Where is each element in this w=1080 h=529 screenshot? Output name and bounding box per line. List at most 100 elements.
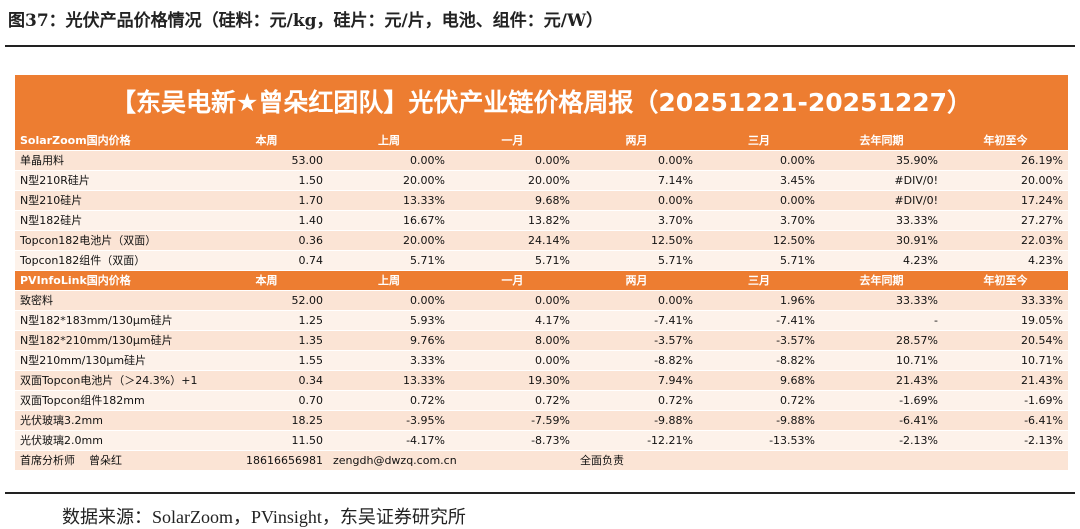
header-cell: 年初至今 xyxy=(943,271,1068,291)
table-cell: #DIV/0! xyxy=(820,191,943,211)
table-cell: -7.41% xyxy=(575,311,698,331)
footer-cell: 全面负责 xyxy=(575,451,818,471)
table-cell: 33.33% xyxy=(820,291,943,311)
table-cell: 27.27% xyxy=(943,211,1068,231)
footer-cell: 首席分析师 曾朵红 xyxy=(15,451,205,471)
table-cell: 18.25 xyxy=(205,411,328,431)
header-cell: 三月 xyxy=(698,271,820,291)
header-cell: 本周 xyxy=(205,271,328,291)
table-cell: 0.34 xyxy=(205,371,328,391)
table-cell: 4.23% xyxy=(943,251,1068,271)
header-cell: 两月 xyxy=(575,271,698,291)
table-cell: 0.72% xyxy=(698,391,820,411)
table-cell: 0.74 xyxy=(205,251,328,271)
table-cell: 20.00% xyxy=(943,171,1068,191)
table-cell: 13.82% xyxy=(450,211,575,231)
table-cell: 21.43% xyxy=(820,371,943,391)
table-cell: 13.33% xyxy=(328,371,450,391)
header-cell: 去年同期 xyxy=(820,131,943,151)
table-cell: 5.93% xyxy=(328,311,450,331)
table-cell: - xyxy=(820,311,943,331)
table-cell: 16.67% xyxy=(328,211,450,231)
table-cell: 5.71% xyxy=(575,251,698,271)
rule xyxy=(5,492,1075,494)
table-cell: -3.57% xyxy=(575,331,698,351)
table-cell: -4.17% xyxy=(328,431,450,451)
table-cell: 1.70 xyxy=(205,191,328,211)
table-cell: 0.72% xyxy=(328,391,450,411)
table-cell: 12.50% xyxy=(575,231,698,251)
rule xyxy=(5,45,1075,47)
table-cell: 33.33% xyxy=(820,211,943,231)
table-cell: 0.72% xyxy=(450,391,575,411)
table-cell: 5.71% xyxy=(698,251,820,271)
table-cell: 5.71% xyxy=(450,251,575,271)
header-cell: 一月 xyxy=(450,131,575,151)
table-cell: 11.50 xyxy=(205,431,328,451)
table-cell: 3.33% xyxy=(328,351,450,371)
table-cell: 单晶用料 xyxy=(15,151,205,171)
table-cell: 光伏玻璃3.2mm xyxy=(15,411,205,431)
table-cell: 1.40 xyxy=(205,211,328,231)
table-cell: -2.13% xyxy=(943,431,1068,451)
table-cell: -9.88% xyxy=(575,411,698,431)
table-cell: -2.13% xyxy=(820,431,943,451)
table-cell: -13.53% xyxy=(698,431,820,451)
table-cell: 13.33% xyxy=(328,191,450,211)
table-cell: N型210R硅片 xyxy=(15,171,205,191)
table-cell: -7.41% xyxy=(698,311,820,331)
table-cell: 35.90% xyxy=(820,151,943,171)
table-cell: -1.69% xyxy=(820,391,943,411)
table-cell: 0.00% xyxy=(575,191,698,211)
table-cell: 双面Topcon组件182mm xyxy=(15,391,205,411)
table-cell: 20.00% xyxy=(328,171,450,191)
header-cell: 两月 xyxy=(575,131,698,151)
table-cell: 0.70 xyxy=(205,391,328,411)
source: 数据来源：SolarZoom，PVinsight，东吴证券研究所 xyxy=(62,507,466,527)
header-cell: 本周 xyxy=(205,131,328,151)
header-cell: 去年同期 xyxy=(820,271,943,291)
table-cell: 0.72% xyxy=(575,391,698,411)
table-cell: 30.91% xyxy=(820,231,943,251)
table-cell: 1.55 xyxy=(205,351,328,371)
table-cell: N型182硅片 xyxy=(15,211,205,231)
table-cell: 8.00% xyxy=(450,331,575,351)
table-cell: -3.57% xyxy=(698,331,820,351)
table-cell: -12.21% xyxy=(575,431,698,451)
table-cell: 9.68% xyxy=(698,371,820,391)
table-cell: -3.95% xyxy=(328,411,450,431)
table-cell: 10.71% xyxy=(820,351,943,371)
caption: 图37：光伏产品价格情况（硅料：元/kg，硅片：元/片，电池、组件：元/W） xyxy=(8,11,604,31)
header-cell: 上周 xyxy=(328,271,450,291)
header-cell: 年初至今 xyxy=(943,131,1068,151)
table-cell: -9.88% xyxy=(698,411,820,431)
table-cell: 0.00% xyxy=(450,351,575,371)
table-cell: Topcon182组件（双面） xyxy=(15,251,205,271)
table-cell: 53.00 xyxy=(205,151,328,171)
table-cell: 4.23% xyxy=(820,251,943,271)
table-cell: 0.00% xyxy=(328,151,450,171)
table-cell: 0.00% xyxy=(575,151,698,171)
table-cell: 0.00% xyxy=(328,291,450,311)
table-cell: 0.00% xyxy=(698,191,820,211)
table-cell: 双面Topcon电池片（＞24.3%）+1 xyxy=(15,371,205,391)
table-cell: N型210mm/130μm硅片 xyxy=(15,351,205,371)
table-cell: 19.30% xyxy=(450,371,575,391)
table-title: 【东吴电新★曾朵红团队】光伏产业链价格周报（20251221-20251227） xyxy=(15,75,1068,131)
table-cell: 1.96% xyxy=(698,291,820,311)
header-cell: PVInfoLink国内价格 xyxy=(15,271,205,291)
table-cell: 20.00% xyxy=(450,171,575,191)
header-cell: 上周 xyxy=(328,131,450,151)
table-cell: 10.71% xyxy=(943,351,1068,371)
table-cell: 24.14% xyxy=(450,231,575,251)
table-cell: 22.03% xyxy=(943,231,1068,251)
table-cell: 21.43% xyxy=(943,371,1068,391)
header-cell: 一月 xyxy=(450,271,575,291)
table-cell: 7.14% xyxy=(575,171,698,191)
table-cell: -8.82% xyxy=(698,351,820,371)
table-cell: 1.50 xyxy=(205,171,328,191)
table-cell: 4.17% xyxy=(450,311,575,331)
table-cell: 0.00% xyxy=(575,291,698,311)
table-cell: Topcon182电池片（双面） xyxy=(15,231,205,251)
